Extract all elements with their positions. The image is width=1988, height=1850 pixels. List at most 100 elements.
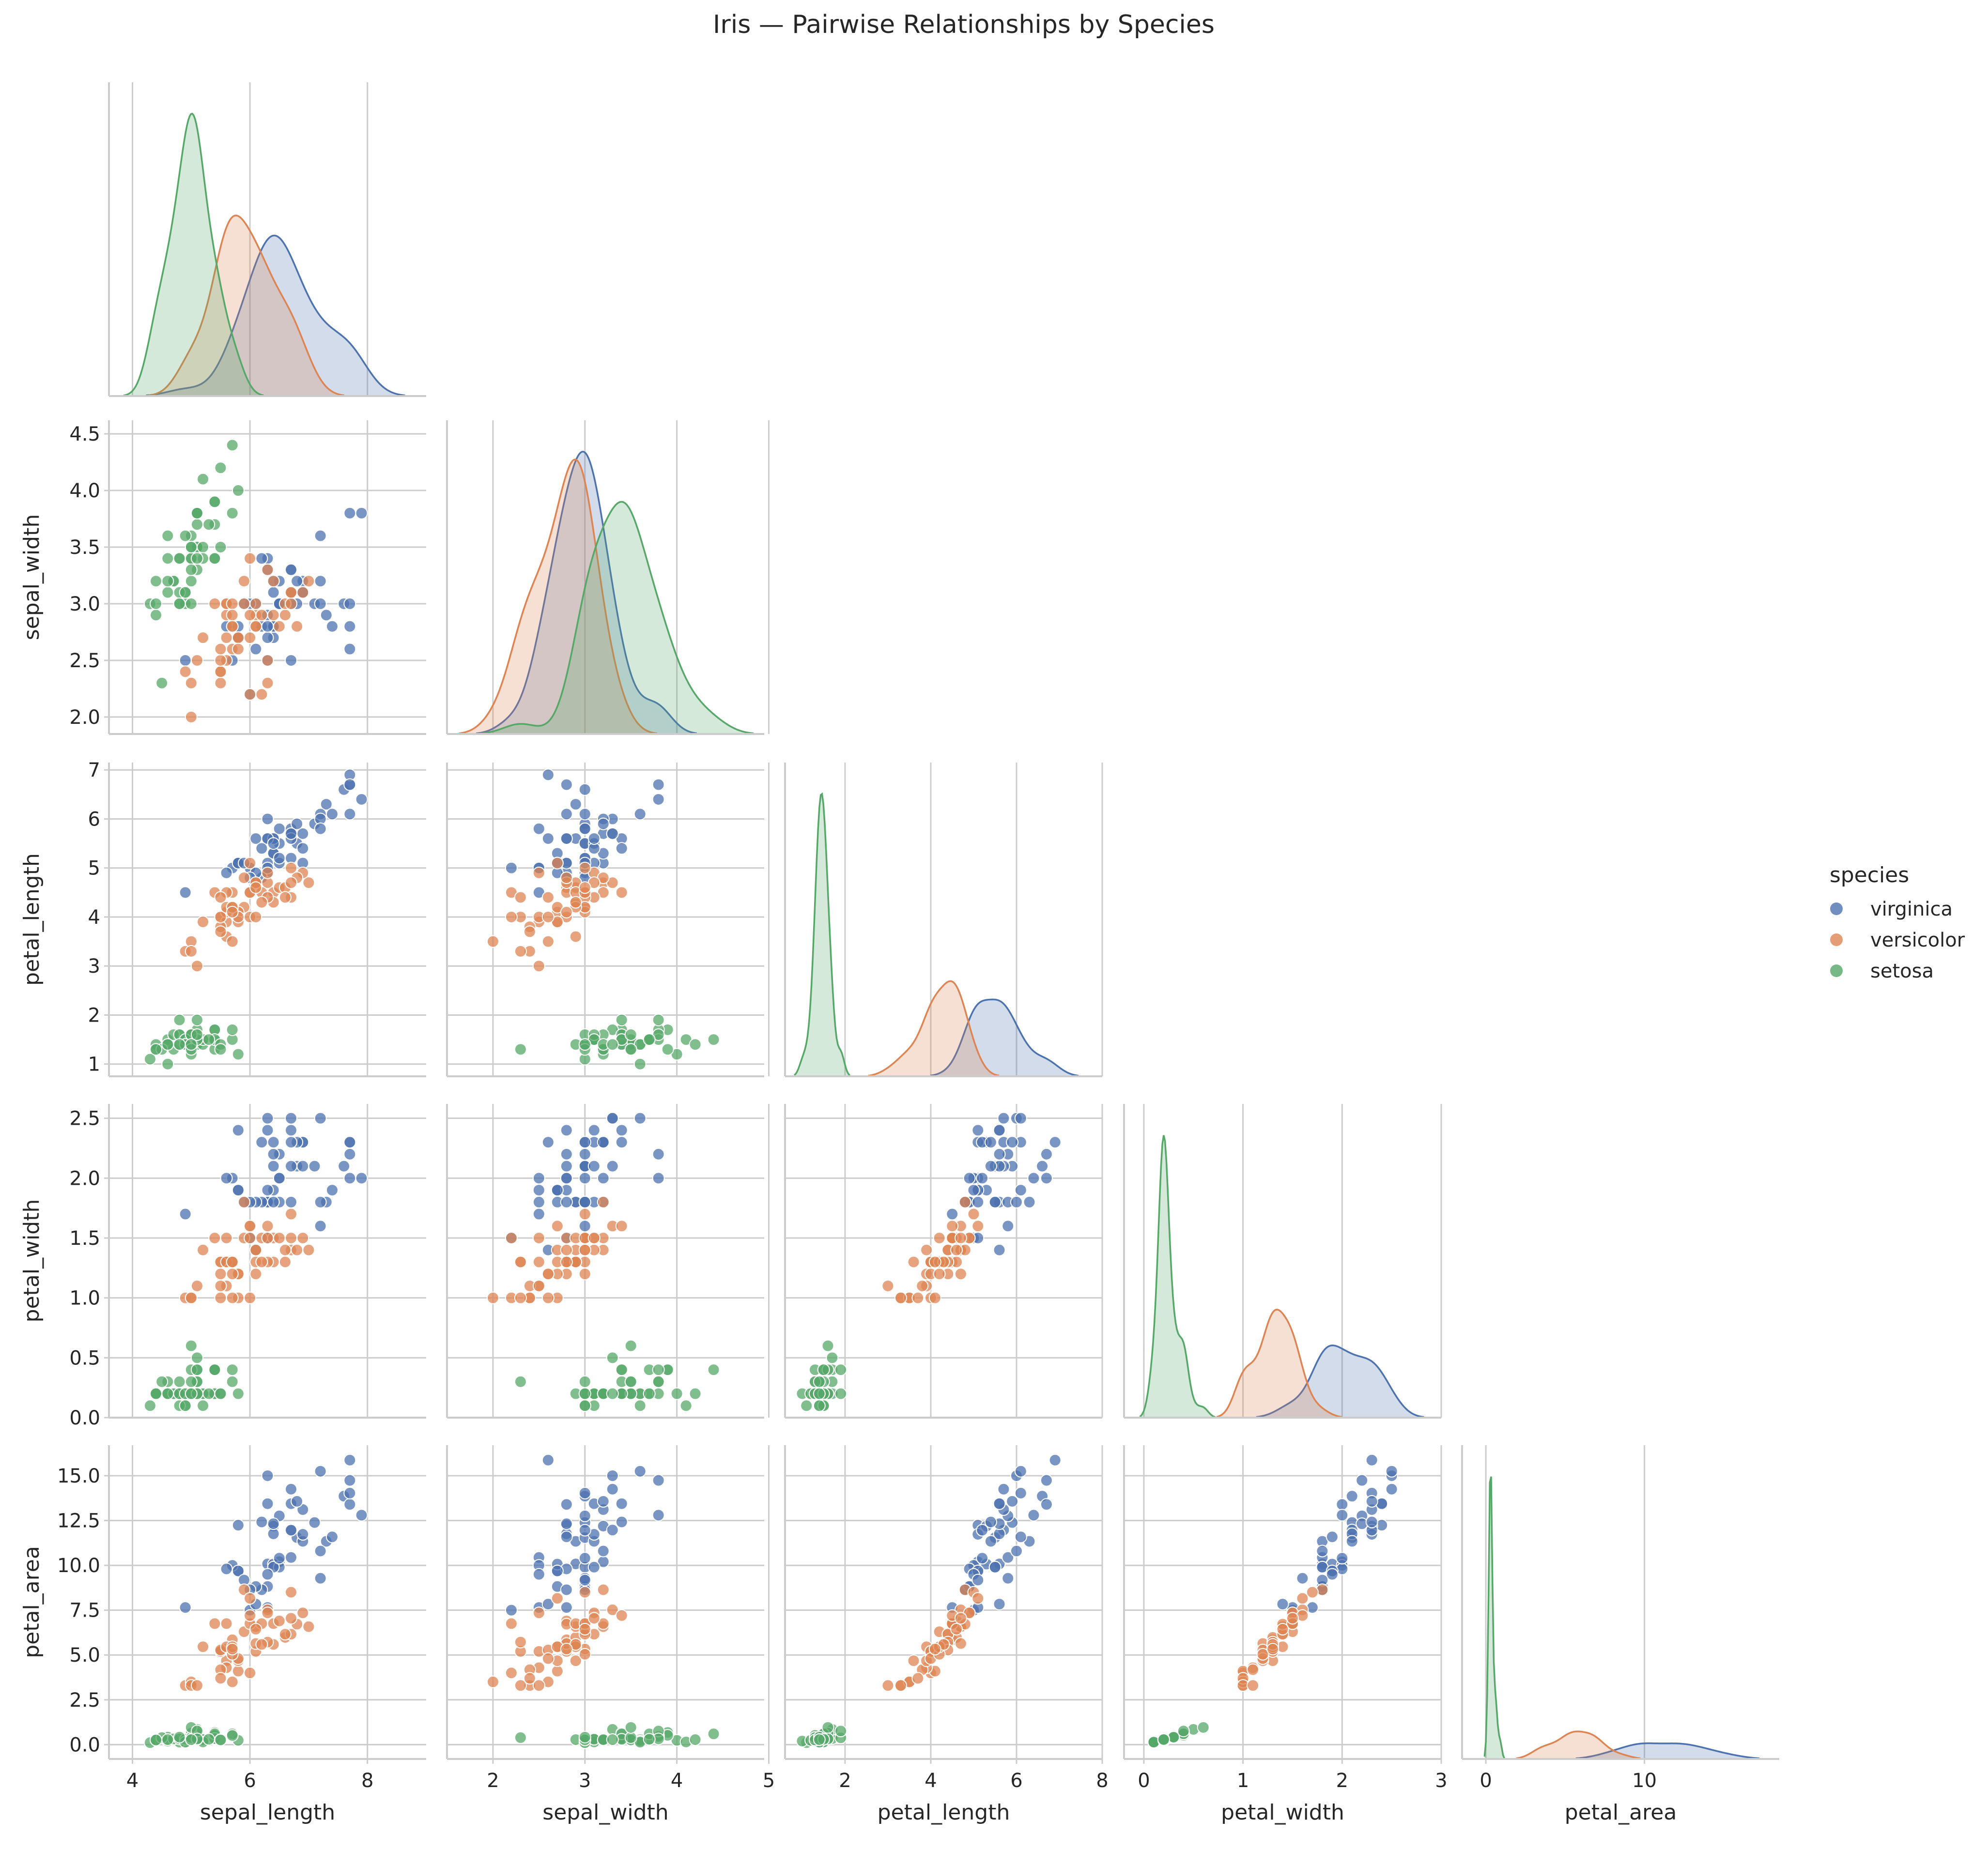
point-virginica [314,1572,327,1585]
point-virginica [285,1524,298,1537]
kde-fill-versicolor [1217,1309,1342,1418]
point-virginica [267,1147,280,1161]
legend-marker-versicolor [1830,933,1843,946]
point-setosa [173,1013,186,1026]
point-virginica [993,1147,1006,1161]
point-virginica [971,1195,985,1208]
point-virginica [560,808,573,821]
y-tick-label: 4.5 [69,423,100,445]
point-versicolor [615,1220,628,1233]
kde-line-virginica [476,451,697,734]
point-versicolor [1286,1612,1299,1625]
point-versicolor [954,1232,967,1245]
point-versicolor [505,1232,518,1245]
point-setosa [185,575,198,588]
point-versicolor [954,1637,967,1650]
point-virginica [267,586,280,599]
point-versicolor [532,1232,545,1245]
point-versicolor [881,1679,894,1692]
point-virginica [971,1574,985,1587]
point-virginica [314,1220,327,1233]
point-setosa [202,1387,216,1400]
point-virginica [1014,1184,1027,1197]
kde-fill-virginica [930,999,1079,1076]
point-versicolor [907,1654,920,1667]
point-setosa [606,1387,619,1400]
point-setosa [161,1038,174,1051]
point-versicolor [255,688,268,701]
point-setosa [578,1387,591,1400]
legend-label-versicolor: versicolor [1870,929,1965,951]
point-setosa [161,1387,174,1400]
point-versicolor [226,905,239,918]
point-versicolor [523,1672,536,1685]
point-virginica [578,1552,591,1565]
point-versicolor [185,676,198,689]
point-virginica [273,852,286,865]
x-tick-label: 3 [1435,1770,1447,1792]
point-setosa [214,1733,227,1746]
point-versicolor [1306,1586,1319,1599]
point-virginica [976,1552,989,1565]
point-virginica [291,575,304,588]
point-virginica [1002,1551,1015,1564]
point-versicolor [514,1636,527,1649]
point-virginica [355,793,368,806]
point-versicolor [894,1679,907,1692]
point-setosa [624,1043,637,1056]
point-virginica [560,1172,573,1185]
point-versicolor [578,1648,591,1661]
point-virginica [1010,1195,1023,1208]
point-virginica [1345,1535,1358,1548]
point-virginica [1365,1515,1378,1529]
point-virginica [1014,1112,1027,1125]
point-virginica [541,1598,555,1611]
point-versicolor [278,1255,292,1269]
point-versicolor [231,1665,245,1678]
point-setosa [514,1375,527,1388]
point-versicolor [214,654,227,667]
point-virginica [615,842,628,855]
point-virginica [179,886,192,899]
point-versicolor [197,1640,210,1653]
point-virginica [1027,1172,1040,1185]
point-versicolor [249,1268,262,1281]
point-virginica [343,642,356,656]
point-versicolor [249,620,262,633]
point-versicolor [551,1220,564,1233]
point-setosa [161,586,174,599]
point-versicolor [237,871,250,884]
y-tick-label: 3.0 [69,593,100,615]
point-versicolor [285,861,298,874]
point-setosa [813,1399,826,1412]
point-virginica [296,1528,309,1541]
point-virginica [606,1160,619,1173]
point-virginica [320,798,333,811]
point-versicolor [278,1243,292,1256]
point-setosa [231,484,245,497]
panel-sepal_width-vs-sepal_width [446,420,770,735]
point-virginica [1296,1572,1309,1585]
point-versicolor [261,1232,274,1245]
point-versicolor [197,631,210,644]
point-setosa [173,552,186,565]
point-virginica [179,1601,192,1614]
point-versicolor [954,1268,967,1281]
point-versicolor [1266,1643,1279,1656]
point-versicolor [578,1622,591,1636]
point-versicolor [296,1232,309,1245]
x-tick-label: 0 [1479,1770,1492,1792]
kde-line-versicolor [1516,1730,1641,1759]
x-tick-label: 5 [763,1770,775,1792]
point-versicolor [190,654,203,667]
point-versicolor [249,881,262,894]
point-versicolor [514,891,527,904]
point-virginica [1023,1195,1036,1208]
point-versicolor [541,910,555,923]
point-virginica [997,1483,1010,1496]
point-versicolor [214,1279,227,1292]
point-versicolor [255,896,268,909]
point-versicolor [185,945,198,958]
point-versicolor [237,1195,250,1208]
point-setosa [185,1375,198,1388]
